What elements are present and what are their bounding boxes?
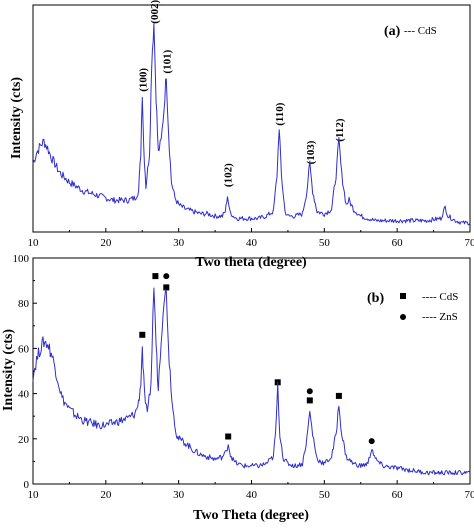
panel-a-legend-cds: --- CdS: [404, 25, 437, 37]
panel-a-peak-label-4: (110): [274, 102, 286, 126]
panel-b-legend-zns: ---- ZnS: [422, 311, 458, 323]
panel-b-x-tick-label-10: 10: [28, 489, 40, 501]
panel-b-cds-marker-7: [306, 397, 313, 404]
panel-b-cds-marker-8: [335, 392, 342, 399]
panel-b-y-tick-label-40: 40: [18, 389, 30, 401]
panel-a-x-tick-label-20: 20: [100, 237, 112, 249]
panel-a-x-tick-label-60: 60: [392, 237, 404, 249]
panel-b-legend-square-marker: [400, 293, 406, 299]
panel-b-y-tick-label-80: 80: [18, 298, 30, 310]
panel-b-y-tick-label-100: 100: [13, 253, 30, 265]
panel-b-x-tick-label-50: 50: [319, 489, 331, 501]
panel-a-chart: 10 20 30 40 50 60 70 Two theta (degree) Intens…: [9, 0, 474, 270]
panel-a-series-line: [32, 23, 471, 226]
panel-b-plot-frame: [32, 257, 471, 485]
panel-b-x-tick-label-30: 30: [173, 489, 185, 501]
panel-b-x-tick-label-60: 60: [392, 489, 404, 501]
panel-b-y-tick-label-0: 0: [24, 479, 30, 491]
panel-a-x-tick-label-40: 40: [246, 237, 258, 249]
panel-b-cds-marker-3: [163, 284, 170, 291]
panel-a-peak-label-6: (112): [334, 118, 346, 142]
panel-b-x-axis-title: Two Theta (degree): [193, 508, 309, 523]
panel-a-peak-label-0: (100): [137, 68, 149, 92]
panel-b-zns-marker-6: [306, 388, 313, 395]
panel-b-zns-marker-2: [163, 273, 170, 280]
panel-a-x-tick-label-10: 10: [28, 237, 40, 249]
panel-a-peak-label-2: (101): [161, 49, 173, 73]
panel-b-y-tick-label-60: 60: [18, 343, 30, 355]
panel-b-x-tick-label-20: 20: [100, 489, 112, 501]
panel-b-legend-cds: ---- CdS: [422, 291, 458, 303]
panel-b-x-axis: 10 20 30 40 50 60 70: [28, 480, 474, 501]
panel-b-phase-markers: [139, 273, 375, 445]
panel-b-chart: 10 20 30 40 50 60 70 0 20 40 60 80 100 Two Theta (d…: [1, 253, 474, 523]
panel-a-x-tick-label-70: 70: [465, 237, 474, 249]
panel-b-y-tick-label-20: 20: [18, 434, 30, 446]
panel-b-cds-marker-4: [225, 433, 232, 440]
panel-a-plot-frame: [32, 4, 471, 233]
panel-a-x-axis-title: Two theta (degree): [195, 255, 307, 270]
panel-a-peak-label-1: (002): [149, 0, 161, 24]
panel-b-label: (b): [367, 291, 384, 306]
panel-a-y-axis-title: Intensity (cts): [9, 77, 24, 159]
panel-b-cds-marker-0: [139, 331, 146, 338]
panel-b-y-axis-title: Intensity (cts): [1, 329, 16, 411]
panel-b-cds-marker-1: [152, 273, 159, 280]
panel-b-series-line: [32, 287, 471, 476]
panel-a-x-axis: 10 20 30 40 50 60 70: [28, 228, 474, 249]
panel-a-peak-label-5: (103): [305, 140, 317, 164]
panel-a-label: (a): [384, 24, 401, 39]
panel-b-x-tick-label-70: 70: [465, 489, 474, 501]
panel-b-x-tick-label-40: 40: [246, 489, 258, 501]
panel-b-legend-circle-marker: [400, 314, 406, 320]
panel-a-peak-labels: (100) (002) (101) (102) (110) (103) (112): [137, 0, 346, 187]
panel-a-x-tick-label-50: 50: [319, 237, 331, 249]
panel-a-x-tick-label-30: 30: [173, 237, 185, 249]
panel-a-peak-label-3: (102): [223, 163, 235, 187]
panel-b-zns-marker-9: [368, 438, 375, 445]
